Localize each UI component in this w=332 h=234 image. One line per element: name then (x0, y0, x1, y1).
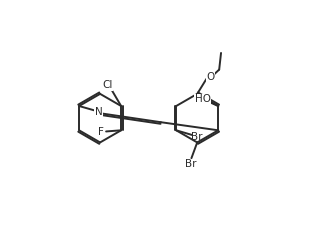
Text: HO: HO (195, 94, 211, 104)
Text: N: N (95, 107, 103, 117)
Text: O: O (206, 72, 214, 82)
Text: Br: Br (192, 132, 203, 142)
Text: Cl: Cl (103, 80, 113, 90)
Text: F: F (98, 127, 104, 137)
Text: Br: Br (185, 159, 196, 169)
